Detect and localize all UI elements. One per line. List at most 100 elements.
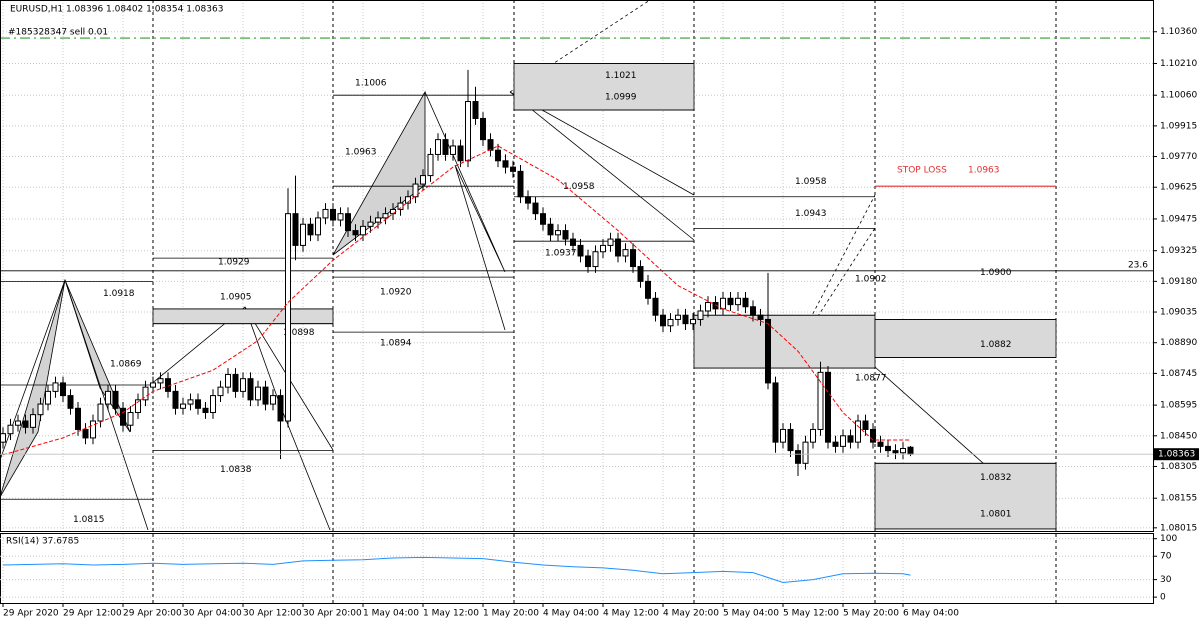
x-tick-label: 29 Apr 20:00 xyxy=(123,609,182,619)
plot-layer: 1.0918 1.0815 1.0869 1.0929 1.0905 1.0898 1.08… xyxy=(0,0,1153,604)
candle-body xyxy=(547,223,554,236)
candle-body xyxy=(232,373,239,392)
x-tick-label: 30 Apr 20:00 xyxy=(303,609,362,619)
x-tick-label: 1 May 04:00 xyxy=(363,609,419,619)
level-label: 1.0963 xyxy=(345,148,377,158)
zone-box xyxy=(693,314,876,369)
x-tick-label: 5 May 04:00 xyxy=(723,609,779,619)
candle-body xyxy=(787,428,794,452)
candle-body xyxy=(52,382,59,392)
y-tick-label: 1.10060 xyxy=(1160,91,1197,101)
x-tick-label: 5 May 20:00 xyxy=(843,609,899,619)
candle-body xyxy=(30,414,36,428)
candle-body xyxy=(502,160,509,168)
candle-body xyxy=(375,217,381,223)
level-label: 1.0918 xyxy=(103,289,135,299)
candle-body xyxy=(300,223,306,246)
level-label: 1.1021 xyxy=(605,71,637,81)
candle-body xyxy=(390,208,396,215)
candle-body xyxy=(405,196,411,204)
level-label: 1.0999 xyxy=(605,93,637,103)
pattern-line xyxy=(509,0,651,93)
candle-body xyxy=(255,386,261,401)
candle-body xyxy=(660,314,666,327)
candle-body xyxy=(112,390,119,409)
candle-body xyxy=(720,297,726,310)
y-tick-label: 1.08155 xyxy=(1160,494,1197,504)
stop-loss-label: STOP LOSS xyxy=(897,166,947,176)
candle-body xyxy=(712,302,719,310)
candle-body xyxy=(180,403,186,409)
candle-body xyxy=(735,297,741,306)
candle-body xyxy=(90,420,96,439)
rsi-tick-label: 100 xyxy=(1160,534,1177,544)
candle-body xyxy=(862,420,869,430)
candle-body xyxy=(457,145,464,162)
candle-body xyxy=(187,399,194,405)
y-tick-label: 1.09325 xyxy=(1160,246,1197,256)
pattern-line xyxy=(424,91,506,331)
candle-body xyxy=(667,318,674,327)
candle-body xyxy=(472,101,479,119)
candle-body xyxy=(742,297,749,308)
candle-body xyxy=(75,407,81,430)
candle-body xyxy=(142,386,149,401)
y-tick-label: 1.09475 xyxy=(1160,214,1197,224)
candle-body xyxy=(315,217,321,236)
x-tick-label: 29 Apr 12:00 xyxy=(63,609,122,619)
candle-body xyxy=(652,297,659,316)
candle-body xyxy=(615,238,621,257)
x-tick-label: 29 Apr 2020 xyxy=(3,609,59,619)
candle-body xyxy=(60,382,66,397)
candle-body xyxy=(202,407,209,414)
candle-body xyxy=(630,249,636,268)
candle-body xyxy=(120,407,126,426)
level-label: 1.0838 xyxy=(220,465,252,475)
level-label: 1.0905 xyxy=(220,292,252,302)
candle-body xyxy=(0,433,6,443)
candle-body xyxy=(855,420,861,443)
candle-body xyxy=(37,403,44,416)
candle-body xyxy=(772,382,779,443)
zone-box xyxy=(874,462,1057,530)
fibo-label: 23.6 xyxy=(1128,260,1148,270)
candle-body xyxy=(307,223,314,236)
y-tick-label: 1.08745 xyxy=(1160,369,1197,379)
candle-body xyxy=(150,382,156,388)
level-label: 1.0801 xyxy=(980,509,1012,519)
candle-body xyxy=(210,395,216,414)
candle-body xyxy=(562,230,569,240)
candle-body xyxy=(637,266,644,282)
last-price-box xyxy=(1154,448,1199,461)
candle-body xyxy=(795,450,801,464)
candle-body xyxy=(382,213,389,219)
candle-body xyxy=(750,306,756,316)
level-label: 1.0958 xyxy=(795,177,827,187)
level-label: 1.0920 xyxy=(380,288,412,298)
candle-body xyxy=(645,280,651,299)
candle-body xyxy=(705,302,711,312)
candle-body xyxy=(892,450,899,454)
candle-body xyxy=(7,424,14,435)
rsi-title: RSI(14) 37.6785 xyxy=(6,537,79,547)
candle-body xyxy=(345,213,351,232)
level-label: 1.0894 xyxy=(380,339,412,349)
y-tick-label: 1.09915 xyxy=(1160,121,1197,131)
y-tick-label: 1.08305 xyxy=(1160,462,1197,472)
candle-body xyxy=(682,314,689,325)
candle-body xyxy=(135,399,141,414)
moving-average xyxy=(2,145,911,456)
rsi-tick-label: 70 xyxy=(1160,552,1172,562)
candle-body xyxy=(420,175,426,185)
candle-body xyxy=(525,196,531,204)
y-tick-label: 1.09035 xyxy=(1160,308,1197,318)
candle-body xyxy=(532,202,539,215)
candle-body xyxy=(217,386,224,397)
candle-body xyxy=(697,310,704,320)
candle-body xyxy=(285,213,291,422)
candle-body xyxy=(427,153,434,177)
candle-body xyxy=(157,378,164,384)
candle-body xyxy=(277,395,284,422)
level-label: 1.0898 xyxy=(283,328,315,338)
x-tick-label: 5 May 12:00 xyxy=(783,609,839,619)
